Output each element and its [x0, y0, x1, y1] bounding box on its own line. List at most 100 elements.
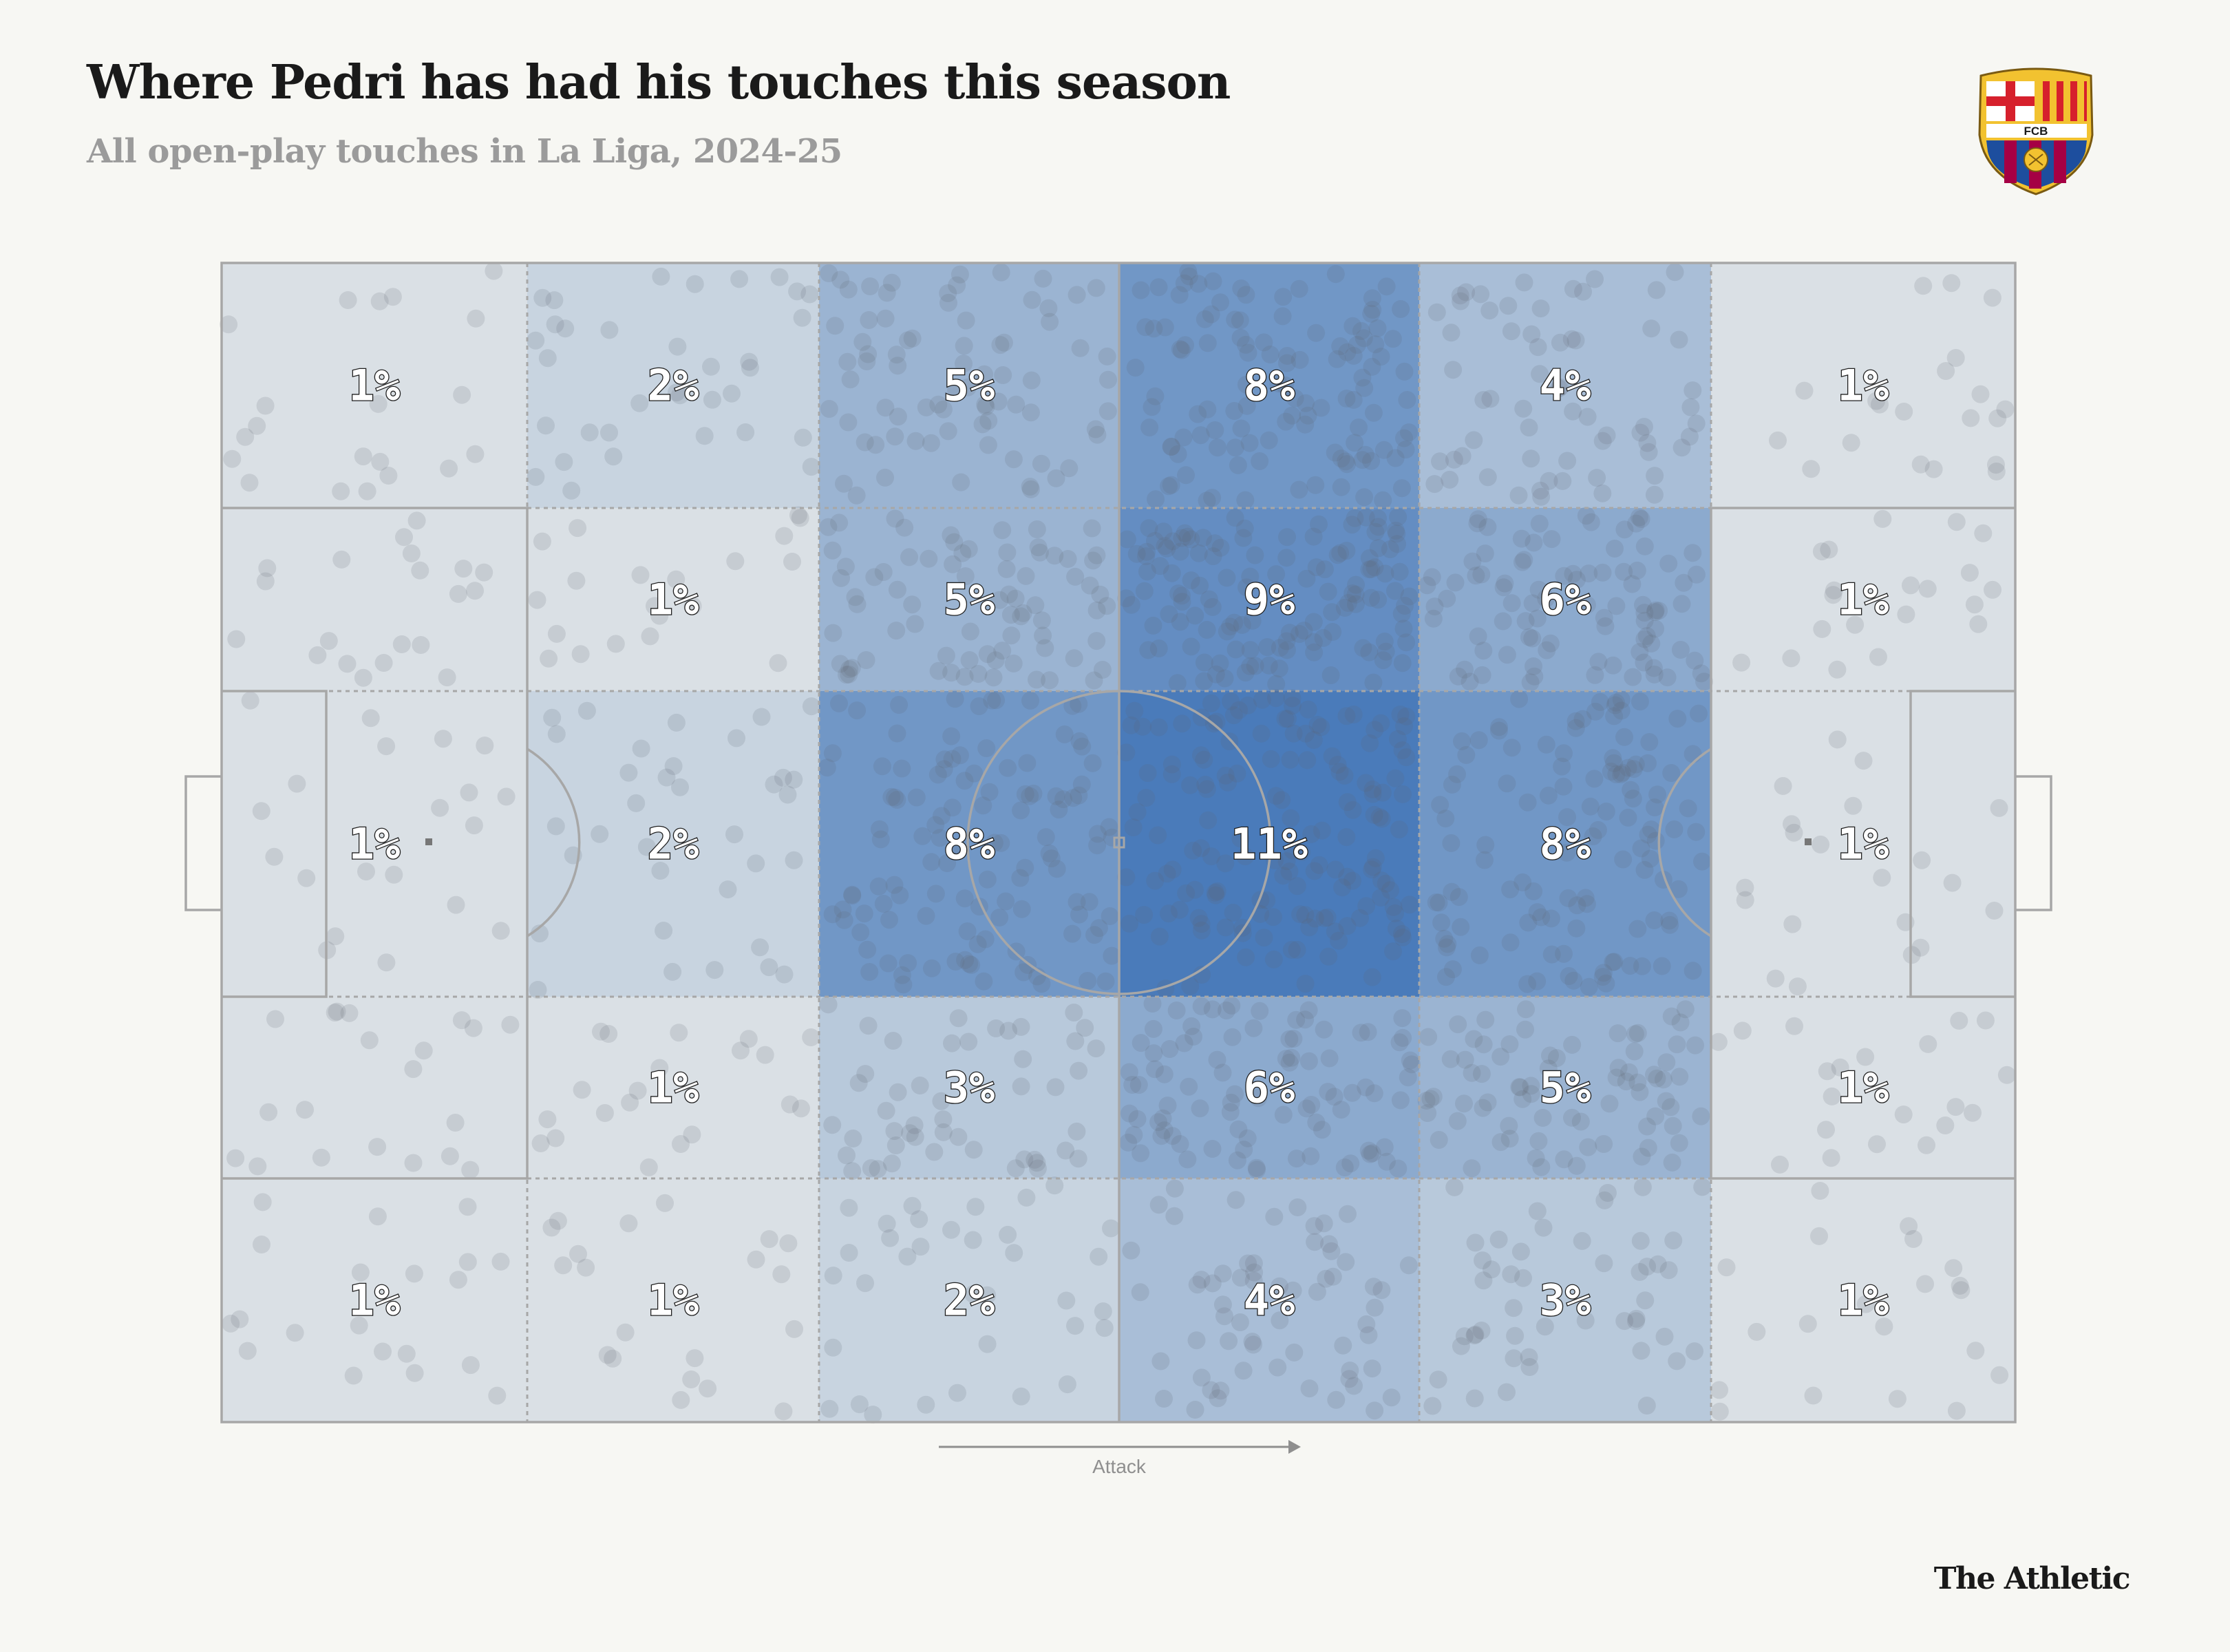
- touch-point: [740, 352, 758, 371]
- touch-point: [1670, 1134, 1688, 1152]
- touch-point: [871, 830, 890, 849]
- touch-point: [1381, 540, 1399, 558]
- touch-point: [1203, 597, 1222, 616]
- touch-point: [1828, 660, 1847, 679]
- touch-point: [1264, 950, 1283, 968]
- touch-point: [1211, 293, 1229, 312]
- touch-point: [1360, 549, 1379, 567]
- touch-point: [1522, 325, 1541, 343]
- touch-point: [1167, 1002, 1186, 1019]
- touch-point: [1489, 721, 1508, 740]
- touch-point: [1006, 1159, 1025, 1178]
- cell-percent-label: 2%: [648, 819, 699, 869]
- touch-point: [1442, 324, 1461, 342]
- touch-point: [1087, 632, 1106, 650]
- touch-point: [1239, 696, 1257, 714]
- touch-point: [861, 277, 880, 295]
- touch-point: [948, 276, 966, 295]
- touch-point: [1191, 426, 1210, 445]
- touch-point: [1400, 896, 1419, 914]
- touch-point: [1578, 407, 1597, 426]
- touch-point: [1015, 963, 1033, 982]
- touch-point: [990, 909, 1009, 926]
- touch-point: [1066, 567, 1085, 586]
- touch-point: [1224, 706, 1243, 725]
- touch-point: [1240, 434, 1259, 452]
- touch-point: [543, 708, 562, 727]
- touch-point: [1661, 1098, 1680, 1116]
- touch-point: [1068, 1122, 1086, 1141]
- touch-point: [1226, 509, 1244, 527]
- touch-point: [849, 1074, 868, 1092]
- touch-point: [1282, 940, 1301, 959]
- touch-point: [1253, 690, 1271, 709]
- touch-point: [1315, 1214, 1333, 1233]
- touch-point: [1969, 615, 1988, 633]
- touch-point: [1684, 962, 1702, 980]
- left-goal: [184, 775, 222, 911]
- touch-point: [959, 378, 977, 396]
- touch-point: [838, 352, 857, 371]
- touch-point: [1181, 977, 1200, 995]
- touch-point: [604, 447, 623, 466]
- touch-point: [1811, 1182, 1829, 1200]
- touch-point: [751, 938, 769, 957]
- touch-point: [889, 407, 907, 426]
- touch-point: [672, 1390, 690, 1409]
- touch-point: [1578, 895, 1596, 913]
- touch-point: [1206, 421, 1224, 439]
- touch-point: [1352, 1024, 1370, 1042]
- touch-point: [1630, 508, 1648, 527]
- touch-point: [839, 280, 858, 299]
- touch-point: [627, 794, 646, 812]
- touch-point: [360, 1031, 379, 1050]
- touch-point: [1002, 626, 1021, 645]
- touch-point: [377, 953, 396, 972]
- touch-point: [844, 1130, 862, 1147]
- touch-point: [1344, 584, 1362, 602]
- touch-point: [1421, 1090, 1440, 1108]
- touch-point: [1131, 1283, 1149, 1302]
- touch-point: [1395, 717, 1413, 735]
- touch-point: [1364, 403, 1383, 422]
- touch-point: [1024, 784, 1043, 803]
- touch-point: [1269, 374, 1288, 393]
- touch-point: [1472, 285, 1490, 304]
- touch-point: [830, 513, 849, 532]
- touch-point: [1648, 785, 1666, 804]
- touch-point: [1514, 1269, 1532, 1287]
- touch-point: [1012, 1387, 1030, 1406]
- touch-point: [1442, 834, 1461, 852]
- touch-point: [1319, 947, 1338, 966]
- touch-point: [1087, 279, 1105, 297]
- touch-point: [1895, 403, 1913, 421]
- touch-point: [1491, 1048, 1510, 1066]
- touch-point: [1363, 780, 1382, 798]
- touch-point: [1632, 1342, 1650, 1360]
- touch-point: [1017, 566, 1035, 585]
- touch-point: [1048, 860, 1066, 878]
- cell-percent-label: 1%: [648, 575, 699, 625]
- touch-point: [1200, 590, 1218, 608]
- touch-point: [1631, 1262, 1649, 1281]
- touch-point: [1170, 286, 1189, 304]
- heatmap-cell: [1119, 997, 1419, 1178]
- touch-point: [1401, 1051, 1419, 1070]
- touch-point: [956, 567, 975, 586]
- touch-point: [569, 519, 587, 538]
- touch-point: [1277, 412, 1295, 431]
- touch-point: [993, 521, 1012, 540]
- touch-point: [1812, 542, 1831, 561]
- touch-point: [1500, 1130, 1519, 1148]
- touch-point: [1222, 692, 1240, 710]
- touch-point: [1489, 1230, 1508, 1249]
- touch-point: [1117, 868, 1136, 887]
- touch-point: [1118, 530, 1136, 549]
- touch-point: [1828, 730, 1847, 749]
- touch-point: [1638, 1258, 1657, 1276]
- touch-point: [1277, 641, 1296, 659]
- touch-point: [1088, 825, 1107, 843]
- touch-point: [1121, 1104, 1138, 1123]
- touch-point: [1623, 575, 1642, 593]
- touch-point: [1606, 696, 1624, 714]
